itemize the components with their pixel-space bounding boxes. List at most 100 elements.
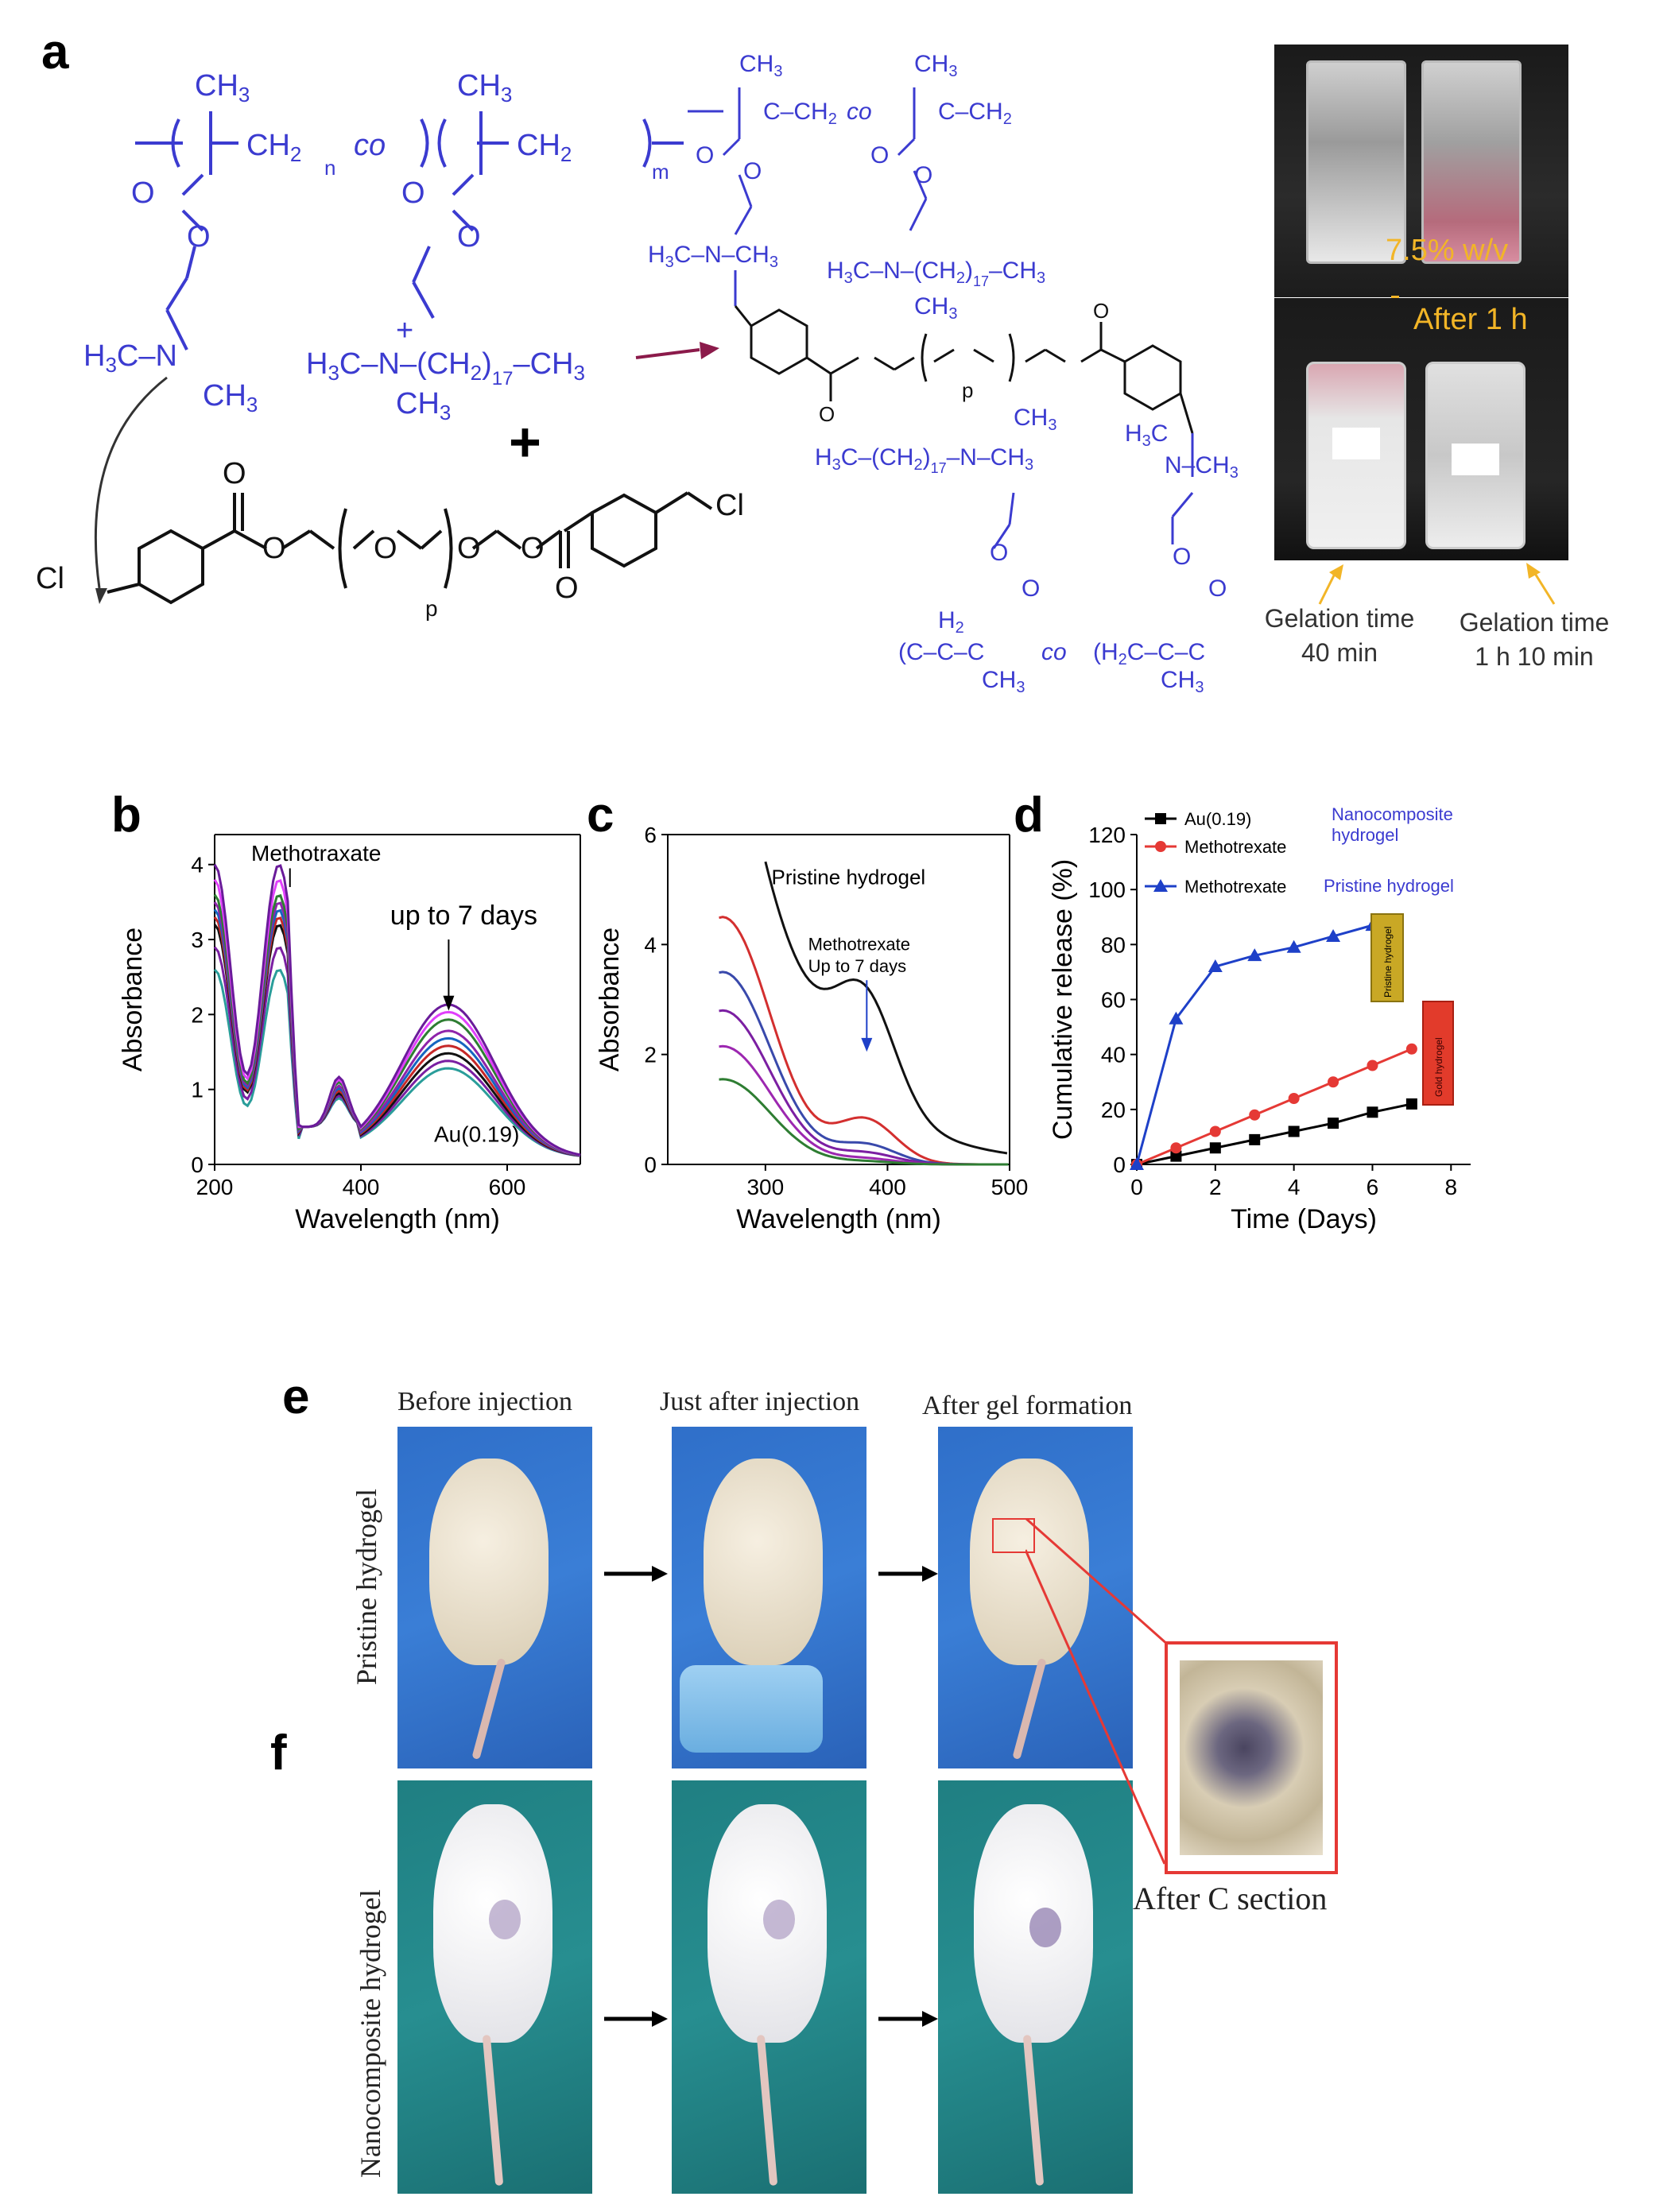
prod-co-2: co bbox=[1041, 639, 1067, 665]
gelation-2-title: Gelation time bbox=[1459, 608, 1610, 637]
o-link-3: O bbox=[457, 532, 481, 565]
panel-label-b: b bbox=[111, 788, 142, 843]
x-tick-label: 600 bbox=[489, 1175, 526, 1199]
y-tick-label: 120 bbox=[1088, 823, 1126, 847]
legend-marker bbox=[1155, 841, 1166, 852]
release-point bbox=[1247, 948, 1262, 962]
x-tick-label: 200 bbox=[196, 1175, 234, 1199]
group-label-nanocomposite-2: hydrogel bbox=[1332, 825, 1398, 845]
prod-bottom-1: (C–C–C bbox=[898, 639, 984, 665]
prod-quat-2: H3C–N–(CH2)17–CH3 bbox=[827, 258, 1045, 289]
prod-h3c: H3C bbox=[1125, 420, 1168, 450]
ch2-left: CH2 bbox=[246, 129, 301, 166]
release-point bbox=[1286, 939, 1301, 953]
plus-sign: + bbox=[509, 411, 541, 473]
annotation-methotraxate: Methotraxate bbox=[251, 841, 381, 866]
vial-pink-after bbox=[1306, 362, 1406, 549]
release-point bbox=[1170, 1142, 1182, 1154]
o-ester-left: O bbox=[187, 220, 211, 254]
p-label: p bbox=[425, 596, 438, 621]
reaction-arrow bbox=[635, 348, 700, 359]
inset-label: After C section bbox=[1133, 1881, 1328, 1916]
panel-label-e: e bbox=[282, 1369, 310, 1424]
y-tick-label: 40 bbox=[1101, 1043, 1126, 1067]
legend-label: Au(0.19) bbox=[1184, 809, 1251, 829]
spectrum-line-day5 bbox=[719, 1078, 1009, 1166]
release-point bbox=[1249, 1133, 1261, 1145]
vial-gold bbox=[1422, 1001, 1454, 1106]
release-point bbox=[1328, 1076, 1339, 1088]
ch3-right: CH3 bbox=[457, 69, 512, 107]
legend-label: Methotrexate bbox=[1184, 877, 1286, 897]
cl-right: Cl bbox=[715, 489, 744, 522]
chart-c: 300 400 500 0 2 4 6 Wavelength (nm) Absorbance Pr… bbox=[596, 823, 1028, 1234]
release-point bbox=[1170, 1150, 1182, 1162]
ch2-right: CH2 bbox=[517, 129, 572, 166]
x-axis-label: Wavelength (nm) bbox=[295, 1204, 500, 1234]
col-before: Before injection bbox=[397, 1387, 572, 1416]
photo-f2 bbox=[672, 1780, 866, 2194]
x-tick-label: 0 bbox=[1130, 1175, 1143, 1199]
cl-left: Cl bbox=[36, 562, 64, 595]
photo-e2 bbox=[672, 1427, 866, 1768]
photo-e1 bbox=[397, 1427, 592, 1768]
release-point bbox=[1209, 1125, 1221, 1137]
annotation-pristine: Pristine hydrogel bbox=[772, 865, 926, 889]
arrow-f1 bbox=[604, 2011, 668, 2027]
vial-pristine bbox=[1370, 913, 1404, 1002]
rat-f3 bbox=[974, 1804, 1093, 2043]
y-axis-label: Cumulative release (%) bbox=[1049, 859, 1078, 1140]
spectrum-line-s2 bbox=[213, 946, 581, 1157]
x-tick-label: 400 bbox=[343, 1175, 380, 1199]
vial-clear-before bbox=[1306, 60, 1406, 264]
vial-pristine-label: Pristine hydrogel bbox=[1382, 927, 1394, 998]
spectrum-line-day2 bbox=[719, 970, 1009, 1166]
prod-bottom-2: (H2C–C–C bbox=[1093, 639, 1205, 668]
group-label-nanocomposite-1: Nanocomposite bbox=[1332, 804, 1453, 824]
after-label: After 1 h bbox=[1413, 303, 1528, 336]
gelation-1-title: Gelation time bbox=[1264, 604, 1415, 633]
panel-label-d: d bbox=[1014, 788, 1044, 843]
prod-ch3-2: CH3 bbox=[914, 51, 957, 80]
spectrum-line-s4 bbox=[213, 916, 581, 1157]
ch3-n-left: CH3 bbox=[203, 379, 258, 416]
co-label: co bbox=[354, 129, 386, 162]
o-carbonyl-right: O bbox=[401, 176, 425, 210]
polymer-left bbox=[135, 111, 684, 351]
legend-marker bbox=[1155, 813, 1166, 824]
gelation-2-value: 1 h 10 min bbox=[1475, 642, 1594, 671]
arrow-e1 bbox=[604, 1566, 668, 1582]
release-line-1 bbox=[1136, 1048, 1413, 1166]
y-tick-label: 1 bbox=[191, 1078, 204, 1102]
prod-ch3-4: CH3 bbox=[1014, 405, 1056, 434]
quat-ammonium: H3C–N–(CH2)17–CH3 bbox=[306, 347, 585, 389]
spectrum-line-day3 bbox=[719, 1009, 1009, 1166]
group-label-pristine: Pristine hydrogel bbox=[1324, 876, 1454, 896]
row-label-nanocomposite: Nanocomposite hydrogel bbox=[355, 1889, 386, 2178]
y-tick-label: 80 bbox=[1101, 932, 1126, 957]
inset-c-section bbox=[1165, 1641, 1338, 1874]
ch3-quat: CH3 bbox=[396, 387, 451, 424]
y-tick-label: 0 bbox=[191, 1152, 204, 1177]
rat-e3 bbox=[970, 1459, 1089, 1665]
o-carbonyl-left: O bbox=[131, 176, 155, 210]
o-link-1: O bbox=[262, 532, 286, 565]
prod-o-7: O bbox=[1022, 575, 1040, 602]
release-point bbox=[1367, 1106, 1378, 1118]
prod-quat-4: N–CH3 bbox=[1165, 452, 1239, 482]
y-tick-label: 100 bbox=[1088, 877, 1126, 902]
plus-charge: + bbox=[396, 314, 413, 347]
col-after-gel: After gel formation bbox=[922, 1391, 1133, 1420]
legend-label: Methotrexate bbox=[1184, 837, 1286, 857]
annotation-arrowhead bbox=[861, 1037, 873, 1052]
prod-p-label: p bbox=[962, 378, 973, 402]
arrow-e2 bbox=[878, 1566, 938, 1582]
o-carbonyl-1: O bbox=[223, 457, 246, 490]
y-axis-label: Absorbance bbox=[596, 928, 625, 1071]
product-linker bbox=[734, 305, 1194, 434]
y-tick-label: 6 bbox=[644, 823, 657, 847]
h3c-n-left: H3C–N bbox=[83, 339, 177, 377]
photo-f3 bbox=[938, 1780, 1133, 2194]
n-label: n bbox=[324, 156, 335, 180]
